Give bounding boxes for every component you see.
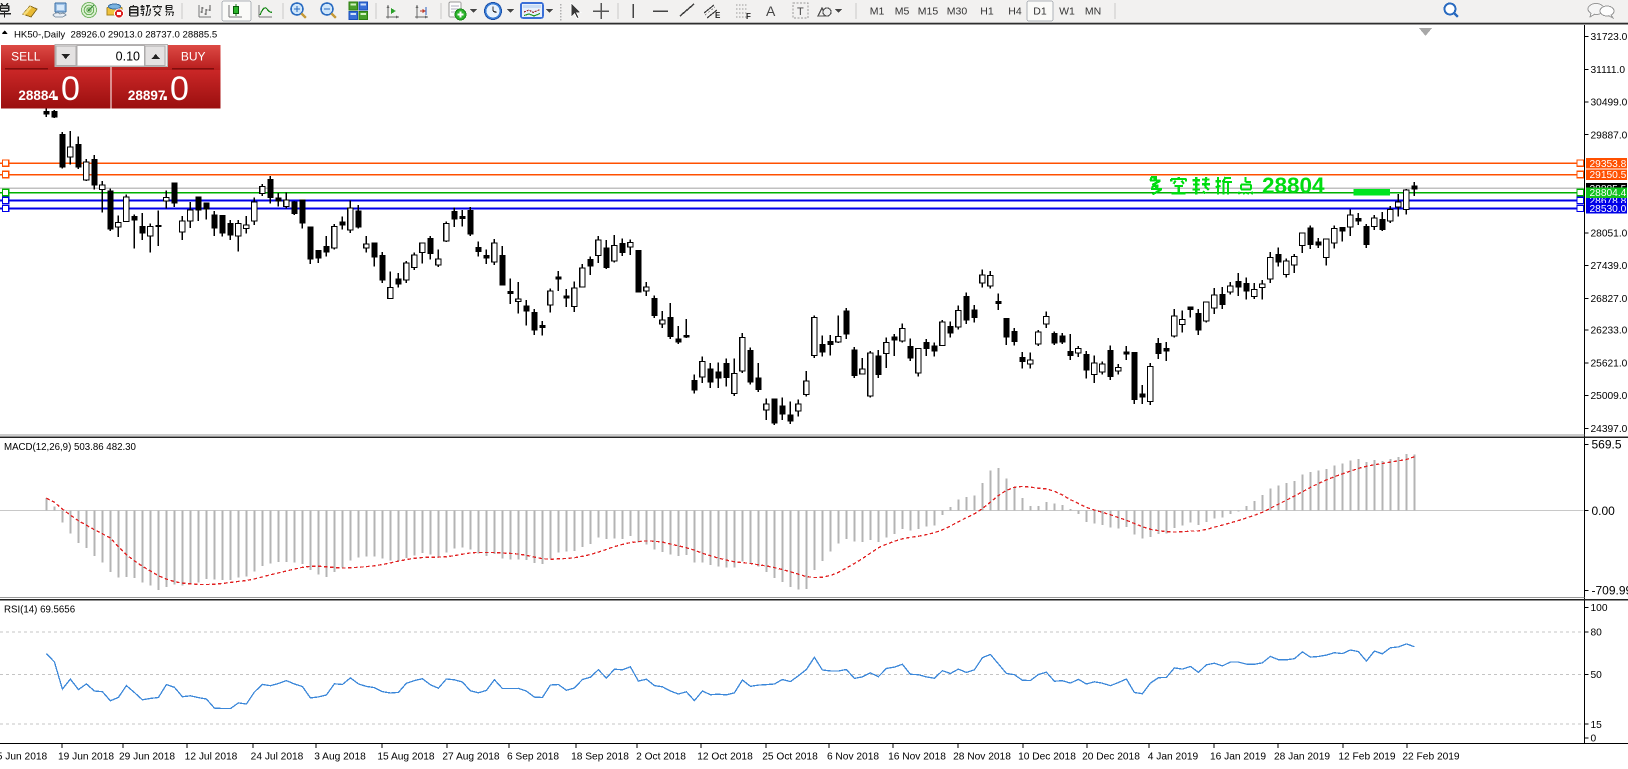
svg-text:26233.0: 26233.0 xyxy=(1591,326,1628,337)
svg-text:.0: .0 xyxy=(161,70,189,108)
svg-text:0: 0 xyxy=(1591,734,1597,745)
svg-text:28678.8: 28678.8 xyxy=(1590,196,1627,207)
svg-text:28897: 28897 xyxy=(128,88,166,103)
svg-text:31723.0: 31723.0 xyxy=(1591,32,1628,43)
svg-text:50: 50 xyxy=(1591,670,1603,681)
svg-text:25009.0: 25009.0 xyxy=(1591,391,1628,402)
svg-text:28530.0: 28530.0 xyxy=(1590,204,1627,215)
svg-text:18 Sep 2018: 18 Sep 2018 xyxy=(571,752,629,763)
svg-text:16 Nov 2018: 16 Nov 2018 xyxy=(888,752,946,763)
svg-text:H1: H1 xyxy=(980,6,994,18)
svg-text:29150.5: 29150.5 xyxy=(1590,170,1627,181)
svg-text:.0: .0 xyxy=(52,70,80,108)
svg-text:BUY: BUY xyxy=(181,50,206,64)
svg-text:M30: M30 xyxy=(947,6,968,18)
svg-text:A: A xyxy=(766,3,776,19)
svg-text:25 Oct 2018: 25 Oct 2018 xyxy=(762,752,818,763)
svg-text:20 Dec 2018: 20 Dec 2018 xyxy=(1082,752,1140,763)
svg-text:31111.0: 31111.0 xyxy=(1591,65,1626,76)
svg-text:12 Feb 2019: 12 Feb 2019 xyxy=(1338,752,1396,763)
svg-text:MACD(12,26,9) 503.86 482.30: MACD(12,26,9) 503.86 482.30 xyxy=(4,442,137,453)
svg-text:SELL: SELL xyxy=(11,50,41,64)
svg-text:H4: H4 xyxy=(1008,6,1022,18)
svg-text:19 Jun 2018: 19 Jun 2018 xyxy=(58,752,114,763)
svg-text:80: 80 xyxy=(1591,628,1603,639)
svg-text:22 Feb 2019: 22 Feb 2019 xyxy=(1402,752,1460,763)
svg-text:MN: MN xyxy=(1085,6,1101,18)
svg-text:12 Jul 2018: 12 Jul 2018 xyxy=(185,752,238,763)
svg-text:27439.0: 27439.0 xyxy=(1591,261,1628,272)
svg-text:569.5: 569.5 xyxy=(1592,438,1622,452)
svg-text:6 Sep 2018: 6 Sep 2018 xyxy=(507,752,559,763)
svg-text:24397.0: 24397.0 xyxy=(1591,424,1628,435)
svg-text:4 Jan 2019: 4 Jan 2019 xyxy=(1148,752,1199,763)
svg-text:28051.0: 28051.0 xyxy=(1591,229,1628,240)
svg-text:2 Oct 2018: 2 Oct 2018 xyxy=(636,752,686,763)
svg-text:12 Oct 2018: 12 Oct 2018 xyxy=(697,752,753,763)
svg-text:0.00: 0.00 xyxy=(1592,504,1616,518)
svg-text:T: T xyxy=(797,6,804,18)
svg-text:100: 100 xyxy=(1591,603,1608,614)
svg-text:6 Nov 2018: 6 Nov 2018 xyxy=(827,752,879,763)
svg-text:0.10: 0.10 xyxy=(116,49,140,63)
svg-text:RSI(14) 69.5656: RSI(14) 69.5656 xyxy=(4,605,75,616)
svg-text:16 Jan 2019: 16 Jan 2019 xyxy=(1210,752,1266,763)
svg-text:26827.0: 26827.0 xyxy=(1591,294,1628,305)
svg-text:F: F xyxy=(746,12,751,21)
svg-text:28884: 28884 xyxy=(18,88,56,103)
svg-text:-709.99: -709.99 xyxy=(1592,584,1628,598)
svg-text:D1: D1 xyxy=(1033,6,1047,18)
svg-text:28 Nov 2018: 28 Nov 2018 xyxy=(953,752,1011,763)
svg-text:28804: 28804 xyxy=(1262,173,1325,198)
svg-text:15 Aug 2018: 15 Aug 2018 xyxy=(377,752,435,763)
svg-text:28 Jan 2019: 28 Jan 2019 xyxy=(1274,752,1330,763)
svg-text:28804.4: 28804.4 xyxy=(1590,188,1627,199)
svg-text:HK50-,Daily 28926.0 29013.0 2: HK50-,Daily 28926.0 29013.0 28737.0 2888… xyxy=(14,30,217,41)
svg-text:10 Dec 2018: 10 Dec 2018 xyxy=(1018,752,1076,763)
svg-text:E: E xyxy=(715,11,721,20)
svg-text:27 Aug 2018: 27 Aug 2018 xyxy=(442,752,500,763)
svg-text:5 Jun 2018: 5 Jun 2018 xyxy=(0,752,48,763)
svg-text:M15: M15 xyxy=(918,6,939,18)
svg-text:M5: M5 xyxy=(895,6,910,18)
svg-text:29353.8: 29353.8 xyxy=(1590,159,1627,170)
svg-text:M1: M1 xyxy=(870,6,885,18)
svg-text:W1: W1 xyxy=(1059,6,1075,18)
svg-text:29 Jun 2018: 29 Jun 2018 xyxy=(119,752,175,763)
svg-text:29887.0: 29887.0 xyxy=(1591,130,1628,141)
svg-text:25621.0: 25621.0 xyxy=(1591,358,1628,369)
svg-text:15: 15 xyxy=(1591,720,1603,731)
svg-text:24 Jul 2018: 24 Jul 2018 xyxy=(251,752,304,763)
svg-text:30499.0: 30499.0 xyxy=(1591,98,1628,109)
svg-text:3 Aug 2018: 3 Aug 2018 xyxy=(314,752,366,763)
